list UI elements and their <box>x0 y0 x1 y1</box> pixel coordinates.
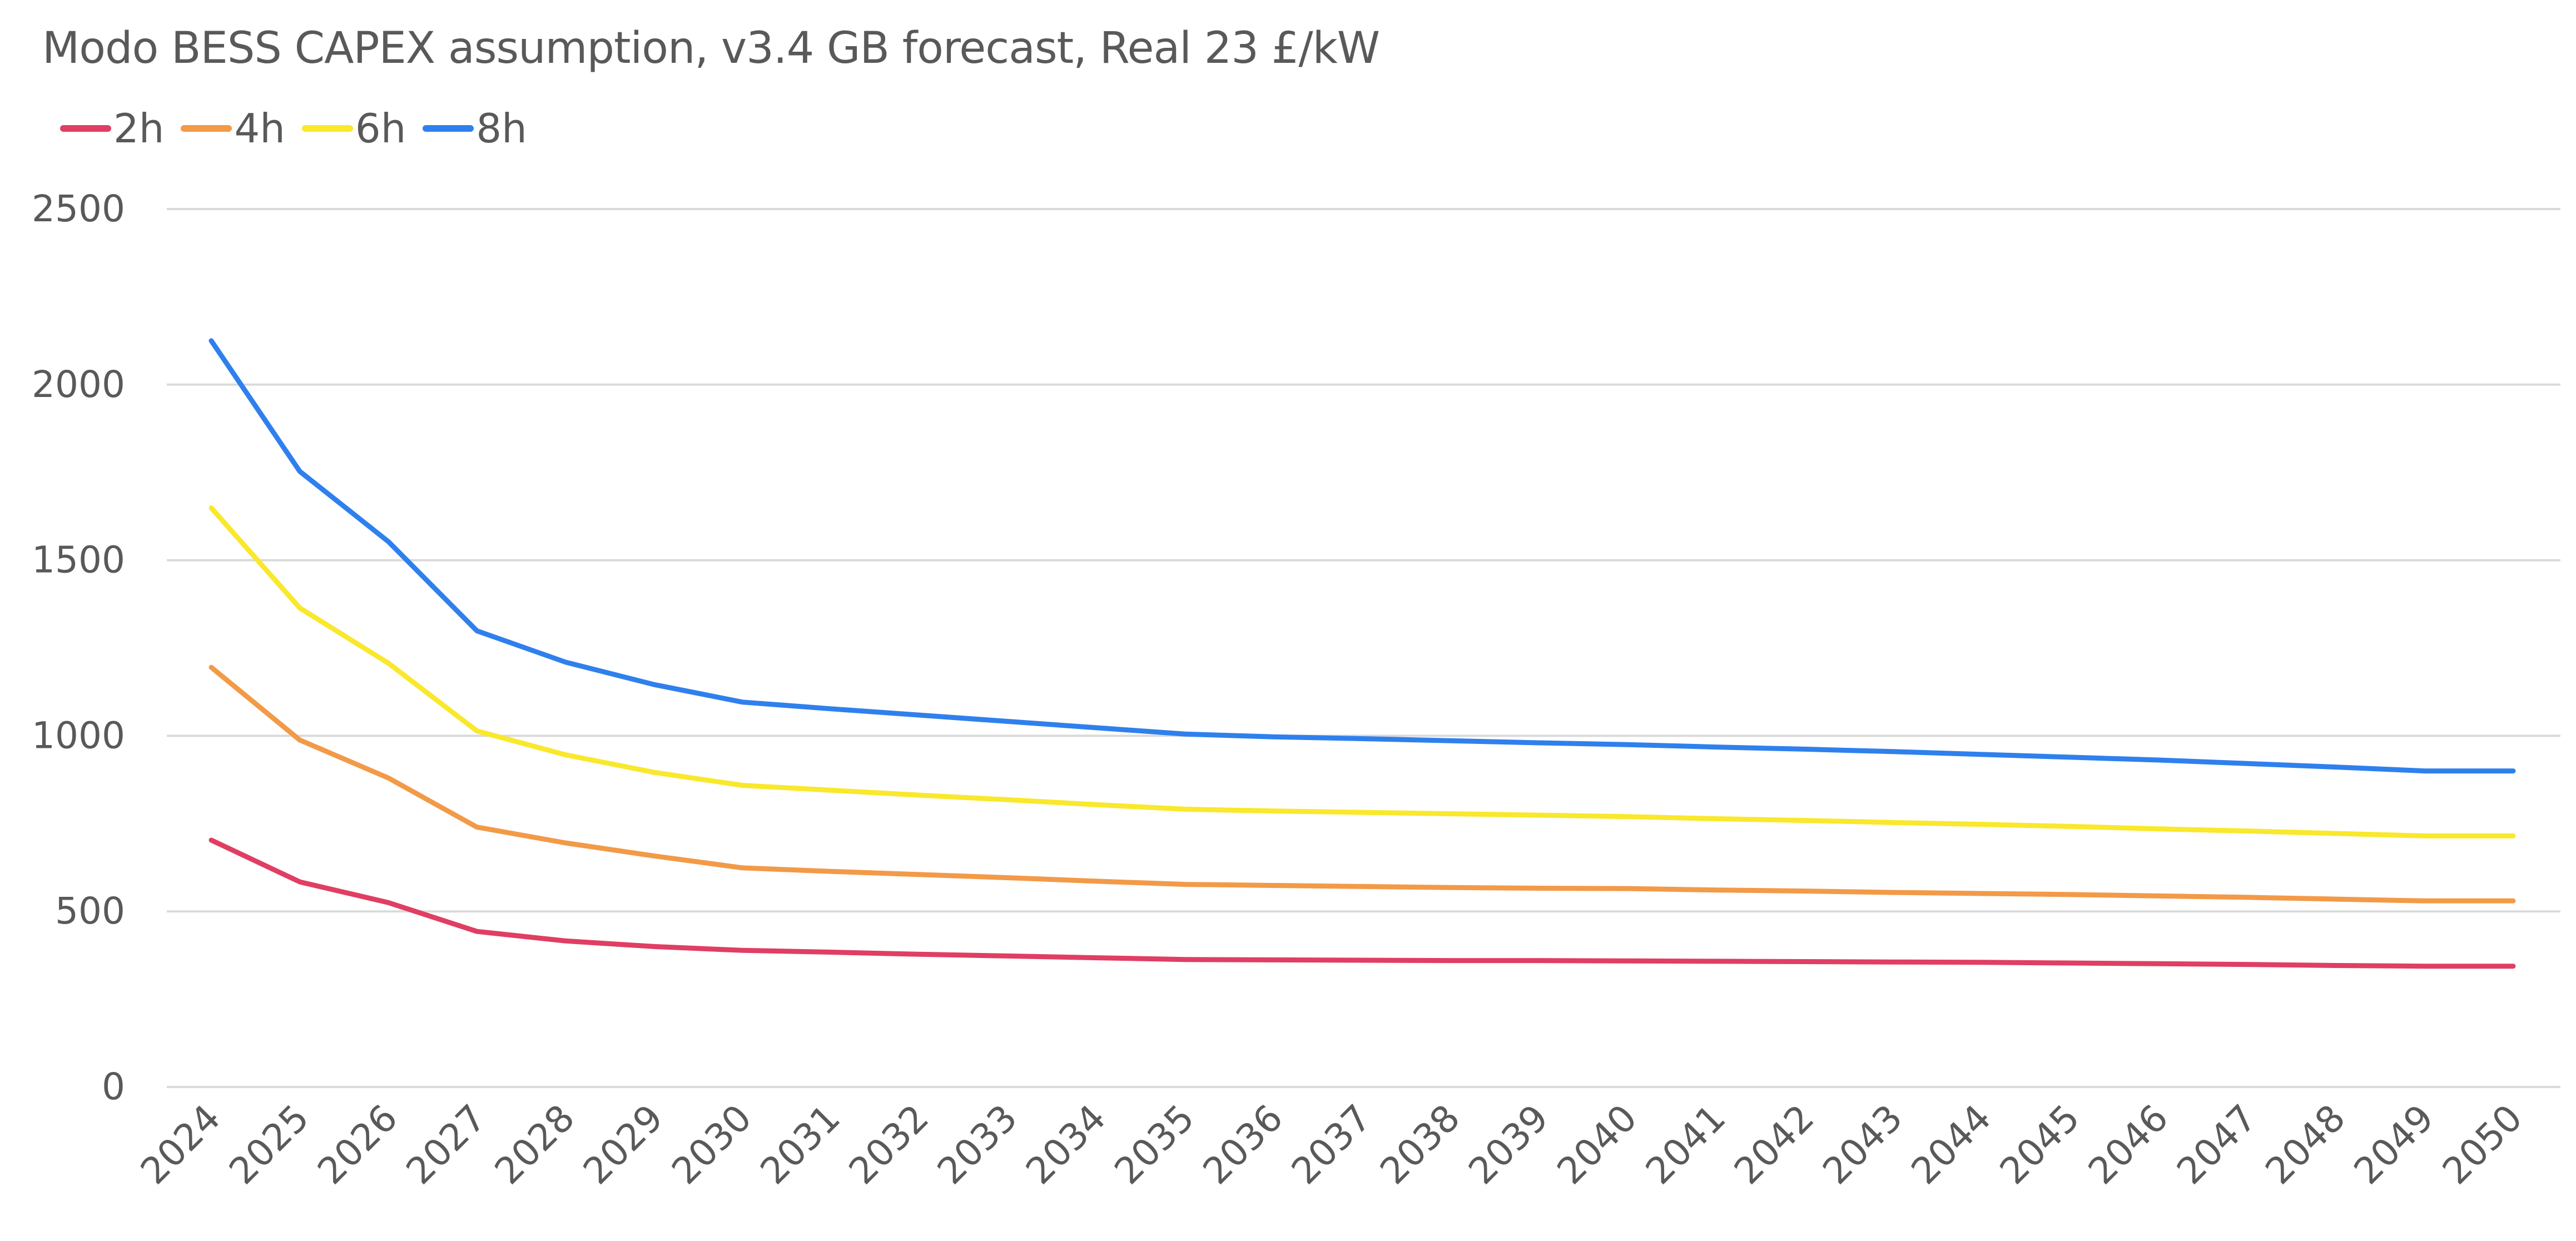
x-tick-label: 2025 <box>221 1096 317 1193</box>
y-axis: 0 500 1000 1500 2000 2500 <box>32 187 125 1108</box>
x-tick-label: 2043 <box>1814 1096 1910 1193</box>
x-tick-label: 2041 <box>1637 1096 1734 1193</box>
y-tick-label: 2500 <box>32 187 125 230</box>
x-tick-label: 2034 <box>1018 1096 1114 1193</box>
x-tick-label: 2046 <box>2080 1096 2176 1193</box>
legend-swatch-8h <box>423 125 474 132</box>
x-tick-label: 2032 <box>841 1096 937 1193</box>
x-tick-label: 2042 <box>1726 1096 1822 1193</box>
y-tick-label: 2000 <box>32 363 125 406</box>
legend-swatch-2h <box>60 125 111 132</box>
legend-item-8h[interactable]: 8h <box>423 108 527 148</box>
x-tick-label: 2045 <box>1992 1096 2088 1193</box>
x-tick-label: 2024 <box>132 1096 229 1193</box>
x-tick-label: 2047 <box>2168 1096 2265 1193</box>
legend: 2h 4h 6h 8h <box>60 108 544 148</box>
series-line-8h[interactable] <box>209 338 2516 774</box>
legend-label-4h: 4h <box>234 105 285 152</box>
series-line-4h[interactable] <box>209 664 2516 904</box>
x-tick-label: 2028 <box>487 1096 583 1193</box>
legend-swatch-6h <box>301 125 353 132</box>
y-tick-label: 0 <box>102 1065 125 1108</box>
x-tick-label: 2044 <box>1903 1096 1999 1193</box>
x-tick-label: 2048 <box>2257 1096 2354 1193</box>
x-tick-label: 2037 <box>1283 1096 1379 1193</box>
legend-item-4h[interactable]: 4h <box>181 108 285 148</box>
x-tick-label: 2026 <box>310 1096 406 1193</box>
legend-swatch-4h <box>181 125 232 132</box>
x-tick-label: 2029 <box>575 1096 671 1193</box>
x-tick-label: 2035 <box>1106 1096 1203 1193</box>
chart-title: Modo BESS CAPEX assumption, v3.4 GB fore… <box>42 23 1380 73</box>
legend-label-2h: 2h <box>113 105 165 152</box>
x-tick-label: 2050 <box>2434 1096 2530 1193</box>
y-tick-label: 1500 <box>32 539 125 582</box>
legend-label-6h: 6h <box>355 105 406 152</box>
gridlines <box>167 208 2560 1088</box>
legend-item-2h[interactable]: 2h <box>60 108 164 148</box>
y-tick-label: 500 <box>55 890 125 932</box>
x-axis: 2024202520262027202820292030203120322033… <box>132 1096 2530 1193</box>
x-tick-label: 2040 <box>1549 1096 1645 1193</box>
x-tick-label: 2036 <box>1195 1096 1291 1193</box>
x-tick-label: 2049 <box>2346 1096 2442 1193</box>
x-tick-label: 2033 <box>929 1096 1025 1193</box>
y-tick-label: 1000 <box>32 714 125 757</box>
x-tick-label: 2027 <box>398 1096 494 1193</box>
legend-label-8h: 8h <box>476 105 527 152</box>
series-line-6h[interactable] <box>209 505 2516 838</box>
x-tick-label: 2039 <box>1461 1096 1557 1193</box>
legend-item-6h[interactable]: 6h <box>301 105 406 152</box>
x-tick-label: 2030 <box>663 1096 760 1193</box>
series-line-2h[interactable] <box>209 837 2516 969</box>
x-tick-label: 2031 <box>752 1096 848 1193</box>
x-tick-label: 2038 <box>1372 1096 1468 1193</box>
series-lines <box>209 338 2516 969</box>
